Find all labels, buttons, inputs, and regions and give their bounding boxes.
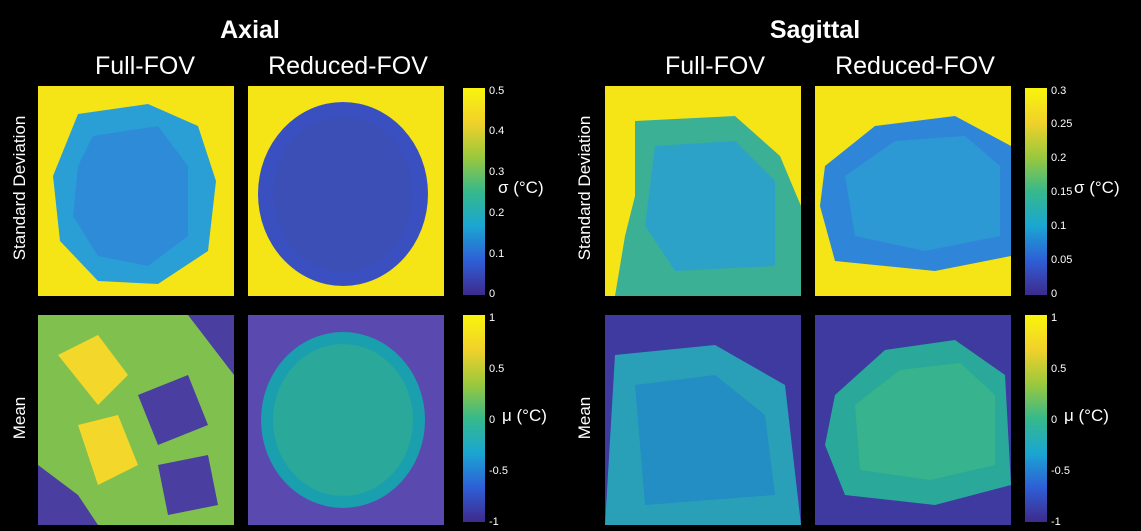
sagittal-mean-row-label: Mean [575,396,594,440]
sagittal-std-unit: σ (°C) [1074,178,1120,197]
axial-full-fov-std-map [38,86,234,296]
sagittal-std-tick: 0.25 [1051,118,1073,130]
sagittal-mean-unit: μ (°C) [1064,406,1109,425]
sagittal-std-tick: 0 [1051,288,1058,300]
axial-mean-tick: -1 [489,516,499,528]
sagittal-std-tick: 0.3 [1051,85,1067,97]
sagittal-std-tick: 0.05 [1051,254,1073,266]
axial-reduced-fov-label: Reduced-FOV [268,52,428,80]
sagittal-title: Sagittal [769,16,861,44]
axial-mean-tick: -0.5 [489,465,508,477]
axial-mean-tick: 0.5 [489,363,505,375]
sagittal-mean-colorbar [1025,315,1047,522]
sagittal-std-tick: 0.2 [1051,152,1067,164]
axial-reduced-fov-std-map [248,86,444,296]
sagittal-std-tick: 0.15 [1051,186,1073,198]
sagittal-mean-tick: 1 [1051,312,1058,324]
sagittal-full-fov-mean-map [605,315,801,525]
axial-std-tick: 0 [489,288,496,300]
axial-reduced-fov-mean-map [248,315,444,525]
axial-std-tick: 0.2 [489,207,505,219]
sagittal-reduced-fov-std-map [815,86,1011,296]
sagittal-reduced-fov-mean-map [815,315,1011,525]
sagittal-std-colorbar [1025,88,1047,295]
sagittal-reduced-fov-label: Reduced-FOV [835,52,995,80]
axial-std-colorbar [463,88,485,295]
sagittal-full-fov-std-map [605,86,801,296]
axial-std-tick: 0.3 [489,166,505,178]
axial-std-tick: 0.1 [489,248,505,260]
sagittal-std-tick: 0.1 [1051,220,1067,232]
axial-full-fov-label: Full-FOV [95,52,195,80]
axial-std-tick: 0.4 [489,125,505,137]
axial-mean-tick: 1 [489,312,496,324]
sagittal-mean-tick: -0.5 [1051,465,1070,477]
sagittal-full-fov-label: Full-FOV [665,52,765,80]
sagittal-mean-tick: -1 [1051,516,1061,528]
axial-mean-unit: μ (°C) [502,406,547,425]
axial-std-row-label: Standard Deviation [10,115,29,261]
sagittal-std-row-label: Standard Deviation [575,115,594,261]
axial-std-tick: 0.5 [489,85,505,97]
axial-mean-row-label: Mean [10,396,29,440]
axial-mean-tick: 0 [489,414,496,426]
axial-mean-colorbar [463,315,485,522]
axial-full-fov-mean-map [38,315,234,525]
axial-title: Axial [220,16,280,44]
sagittal-mean-tick: 0 [1051,414,1058,426]
axial-std-unit: σ (°C) [498,178,544,197]
sagittal-mean-tick: 0.5 [1051,363,1067,375]
